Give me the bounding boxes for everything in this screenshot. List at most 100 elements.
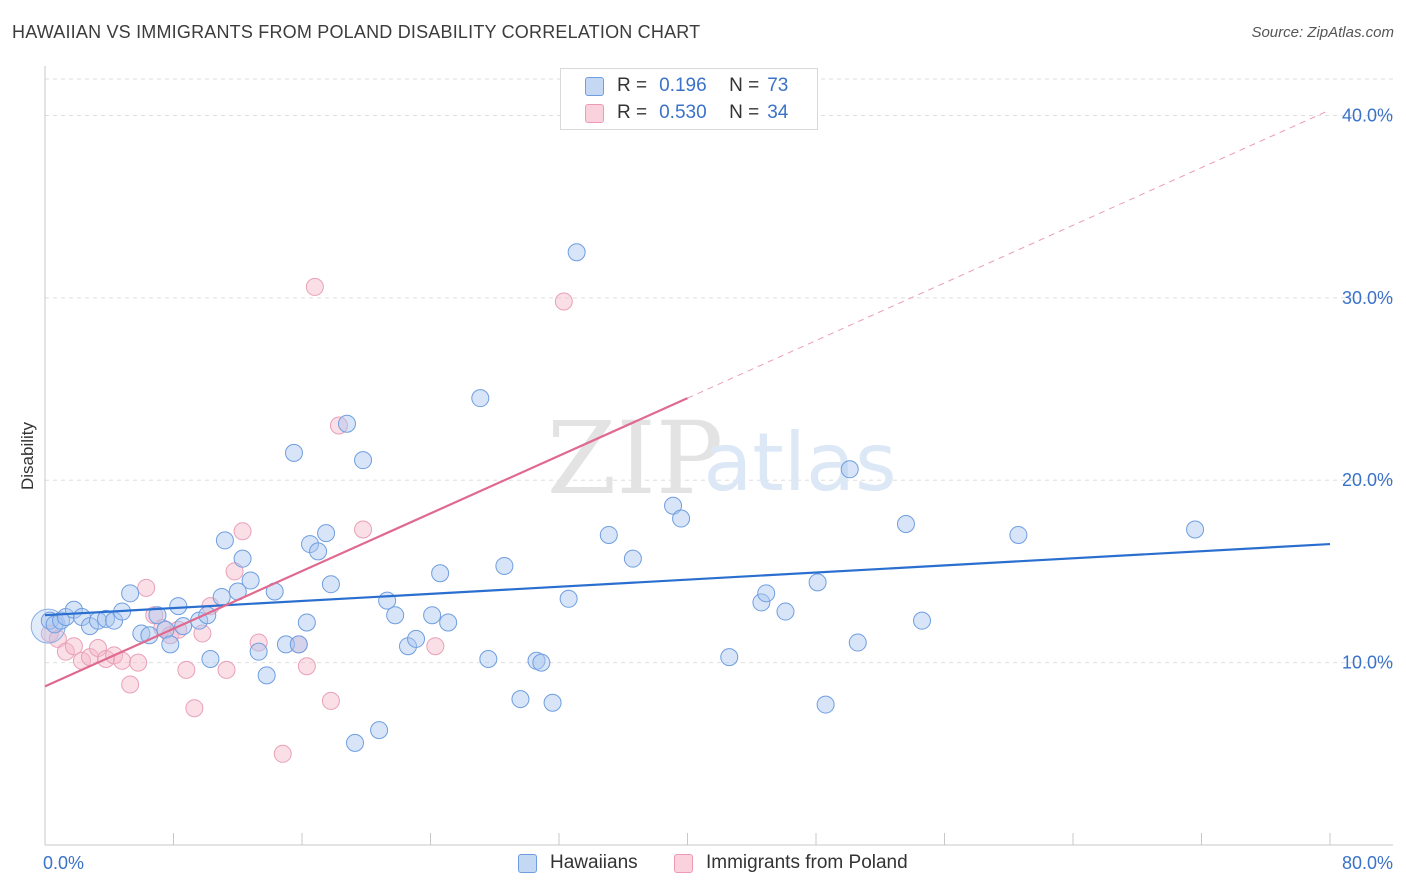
hawaiian-point: [848, 633, 867, 652]
hawaiian-point: [471, 389, 490, 408]
legend-swatch-poland: [585, 103, 604, 123]
poland-point: [185, 699, 204, 718]
hawaiian-point: [757, 584, 776, 603]
hawaiian-point: [148, 606, 167, 625]
poland-point: [354, 520, 373, 539]
hawaiian-point: [776, 602, 795, 621]
hawaiian-point: [297, 613, 316, 632]
watermark-zip: ZIP: [547, 400, 723, 517]
legend-row-hawaiians: R = 0.196 N = 73: [585, 74, 788, 98]
hawaiian-point: [816, 695, 835, 714]
poland-points: [40, 277, 573, 763]
hawaiian-point: [672, 509, 691, 528]
hawaiian-point: [276, 635, 295, 654]
hawaiian-points: [30, 243, 1205, 752]
bottom-legend-label-hawaiians: Hawaiians: [550, 852, 638, 873]
hawaiian-point: [212, 587, 231, 606]
watermark-atlas: atlas: [703, 416, 896, 509]
poland-point: [217, 660, 236, 679]
poland-point: [64, 637, 83, 656]
trend-lines: [44, 109, 1331, 688]
bottom-legend-label-poland: Immigrants from Poland: [706, 852, 908, 873]
hawaiian-point: [808, 573, 827, 592]
hawaiian-point: [309, 542, 328, 561]
hawaiian-point: [752, 593, 771, 612]
bottom-swatch-hawaiians: [518, 853, 537, 873]
hawaiian-point: [354, 451, 373, 470]
poland-point: [48, 629, 67, 648]
legend-swatch-hawaiians: [585, 76, 604, 96]
legend-r-label: R =: [617, 102, 648, 123]
hawaiian-point: [407, 629, 426, 648]
legend-r-label: R =: [617, 75, 648, 96]
poland-point: [233, 522, 252, 541]
y-tick-label: 20.0%: [1342, 470, 1393, 490]
chart-title: HAWAIIAN VS IMMIGRANTS FROM POLAND DISAB…: [12, 22, 701, 42]
poland-point: [297, 657, 316, 676]
legend-r-value: 0.530: [659, 102, 707, 123]
legend-n-label: N =: [729, 75, 760, 96]
source-label: Source: ZipAtlas.com: [1251, 24, 1394, 41]
hawaiian-point: [1186, 520, 1205, 539]
bottom-legend-hawaiians: Hawaiians: [518, 852, 638, 874]
hawaiian-point: [479, 649, 498, 668]
y-tick-labels: 10.0% 20.0% 30.0% 40.0%: [1342, 105, 1393, 672]
poland-point: [426, 637, 445, 656]
x-tick-label-max: 80.0%: [1342, 853, 1393, 873]
hawaiian-point: [201, 649, 220, 668]
hawaiian-point: [161, 635, 180, 654]
poland-point: [225, 562, 244, 581]
legend-n-label: N =: [729, 102, 760, 123]
hawaiian-point: [346, 733, 365, 752]
poland-point: [305, 277, 324, 296]
poland-point: [321, 691, 340, 710]
bottom-swatch-poland: [674, 853, 693, 873]
hawaiian-point: [257, 666, 276, 685]
hawaiian-point: [249, 642, 268, 661]
hawaiian-point: [543, 693, 562, 712]
hawaiian-point: [913, 611, 932, 630]
hawaiian-point: [623, 549, 642, 568]
hawaiian-point: [431, 564, 450, 583]
hawaiian-point: [532, 653, 551, 672]
poland-trend-line: [44, 397, 688, 688]
axes: [44, 66, 1393, 846]
hawaiian-point: [720, 648, 739, 667]
y-tick-label: 40.0%: [1342, 105, 1393, 125]
hawaiian-point: [317, 524, 336, 543]
hawaiian-point: [121, 584, 140, 603]
legend-r-value: 0.196: [659, 75, 707, 96]
hawaiian-point: [495, 556, 514, 575]
hawaiian-point: [599, 525, 618, 544]
hawaiian-trend-line: [44, 542, 1331, 617]
hawaiian-point-large: [30, 608, 66, 644]
poland-point: [249, 633, 268, 652]
hawaiian-point: [52, 611, 71, 630]
hawaiian-point: [289, 635, 308, 654]
hawaiian-point: [1009, 525, 1028, 544]
hawaiian-point: [423, 606, 442, 625]
hawaiian-point: [241, 571, 260, 590]
y-tick-label: 30.0%: [1342, 288, 1393, 308]
hawaiian-point: [386, 606, 405, 625]
poland-point: [137, 578, 156, 597]
poland-point: [177, 660, 196, 679]
hawaiian-point: [439, 613, 458, 632]
poland-point: [121, 675, 140, 694]
hawaiian-point: [664, 496, 683, 515]
legend-row-poland: R = 0.530 N = 34: [585, 101, 788, 125]
poland-point: [129, 653, 148, 672]
legend: R = 0.196 N = 73 R = 0.530 N = 34: [560, 68, 818, 130]
hawaiian-point: [567, 243, 586, 262]
poland-trend-extension: [687, 109, 1331, 399]
hawaiian-point: [559, 589, 578, 608]
watermark: ZIP atlas: [547, 400, 897, 517]
legend-n-value: 73: [767, 75, 789, 96]
hawaiian-point: [169, 597, 188, 616]
hawaiian-point: [284, 443, 303, 462]
poland-point: [273, 744, 292, 763]
hawaiian-point: [370, 721, 389, 740]
hawaiian-point: [233, 549, 252, 568]
bottom-legend: Hawaiians Immigrants from Poland: [0, 852, 1406, 876]
